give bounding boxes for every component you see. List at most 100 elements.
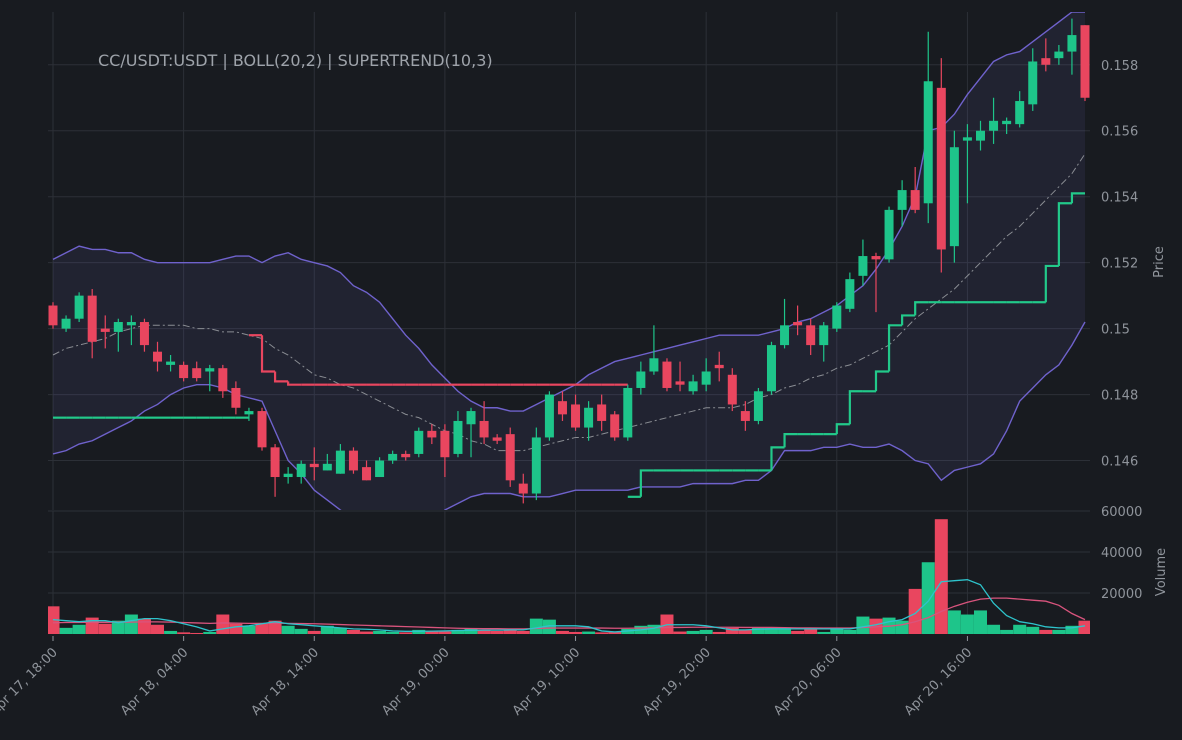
volume-bar	[830, 627, 844, 634]
candle-body	[270, 447, 280, 478]
candle-body	[806, 325, 816, 346]
supertrend-up	[848, 390, 863, 425]
volume-bar	[804, 628, 818, 634]
volume-bar	[960, 614, 974, 634]
volume-bar	[673, 631, 687, 634]
candle-body	[296, 463, 306, 478]
volume-bar	[177, 632, 191, 634]
candle-body	[557, 401, 567, 415]
volume-bar	[1039, 629, 1053, 634]
y-tick-label: 0.15	[1101, 323, 1130, 338]
supertrend-up	[887, 324, 903, 372]
volume-bar	[72, 624, 86, 634]
volume-bar	[216, 614, 230, 634]
candle-body	[257, 411, 267, 448]
volume-bar	[281, 625, 295, 634]
candle-body	[87, 295, 97, 342]
volume-bar	[856, 616, 870, 634]
volume-bar	[242, 625, 256, 634]
candle-body	[780, 325, 790, 346]
supertrend-up	[914, 301, 929, 316]
candle-body	[401, 453, 411, 458]
volume-bar	[438, 631, 452, 634]
volume-bar	[137, 618, 151, 634]
candle-body	[244, 411, 254, 415]
y-tick-label: 0.152	[1101, 257, 1138, 272]
candle-body	[845, 279, 855, 309]
candle-body	[923, 81, 933, 204]
supertrend-up	[770, 446, 785, 471]
candle-body	[414, 430, 424, 454]
candle-body	[819, 325, 829, 346]
volume-bar	[516, 630, 530, 634]
volume-bar	[1000, 629, 1014, 634]
candle-body	[1080, 25, 1090, 98]
volume-bar	[1065, 625, 1079, 634]
volume-bar	[451, 629, 465, 634]
volume-ma-slow	[52, 597, 1086, 630]
y-tick-label: 0.148	[1101, 389, 1138, 404]
candle-body	[74, 295, 84, 319]
volume-bar	[778, 627, 792, 634]
candle-body	[884, 209, 894, 260]
candle-body	[205, 368, 215, 372]
volume-bar	[764, 627, 778, 634]
supertrend-up	[901, 314, 916, 326]
candle-body	[832, 305, 842, 329]
candle-body	[335, 450, 345, 474]
candle-body	[531, 437, 541, 494]
volume-tick-label: 20000	[1101, 587, 1142, 602]
volume-bar	[947, 610, 961, 634]
candle-body	[218, 368, 228, 392]
candle-body	[989, 120, 999, 131]
candle-body	[61, 318, 71, 329]
volume-bar	[320, 625, 334, 634]
candle-body	[427, 430, 437, 438]
y-tick-label: 0.158	[1101, 59, 1138, 74]
supertrend-up	[835, 423, 850, 435]
candle-body	[179, 364, 189, 379]
volume-panel	[48, 519, 1090, 634]
volume-bar	[529, 618, 543, 634]
candle-body	[322, 463, 332, 471]
volume-bar	[373, 630, 387, 634]
candle-body	[584, 407, 594, 428]
volume-bar	[503, 629, 517, 634]
volume-bar	[111, 620, 125, 634]
candle-body	[518, 483, 528, 494]
volume-bar	[1078, 620, 1090, 634]
volume-bar	[817, 631, 831, 634]
volume-bar	[164, 630, 178, 634]
volume-bar	[294, 628, 308, 634]
candle-body	[375, 460, 385, 478]
candle-body	[153, 351, 163, 362]
supertrend-up	[783, 433, 798, 448]
supertrend-up	[1070, 192, 1085, 204]
volume-bar	[725, 627, 739, 634]
volume-bar	[647, 624, 661, 634]
volume-bar	[360, 631, 374, 634]
volume-bar	[582, 631, 596, 634]
candle-body	[348, 450, 358, 471]
volume-bar	[268, 620, 282, 634]
candle-body	[309, 463, 319, 468]
candle-body	[740, 411, 750, 421]
volume-bar	[399, 632, 413, 634]
candle-body	[897, 190, 907, 210]
candle-body	[714, 364, 724, 369]
candle-body	[192, 368, 202, 379]
candle-body	[936, 87, 946, 250]
volume-bar	[1052, 629, 1066, 634]
volume-bar	[190, 632, 204, 634]
volume-bar	[255, 623, 269, 634]
candle-body	[1067, 35, 1077, 52]
volume-bar	[124, 614, 138, 634]
volume-bar	[464, 628, 478, 634]
candle-body	[636, 371, 646, 388]
bollinger-middle	[52, 153, 1086, 452]
volume-bar	[973, 610, 987, 634]
supertrend-down	[260, 335, 276, 373]
volume-bar	[1013, 624, 1027, 634]
grid	[48, 12, 1090, 634]
